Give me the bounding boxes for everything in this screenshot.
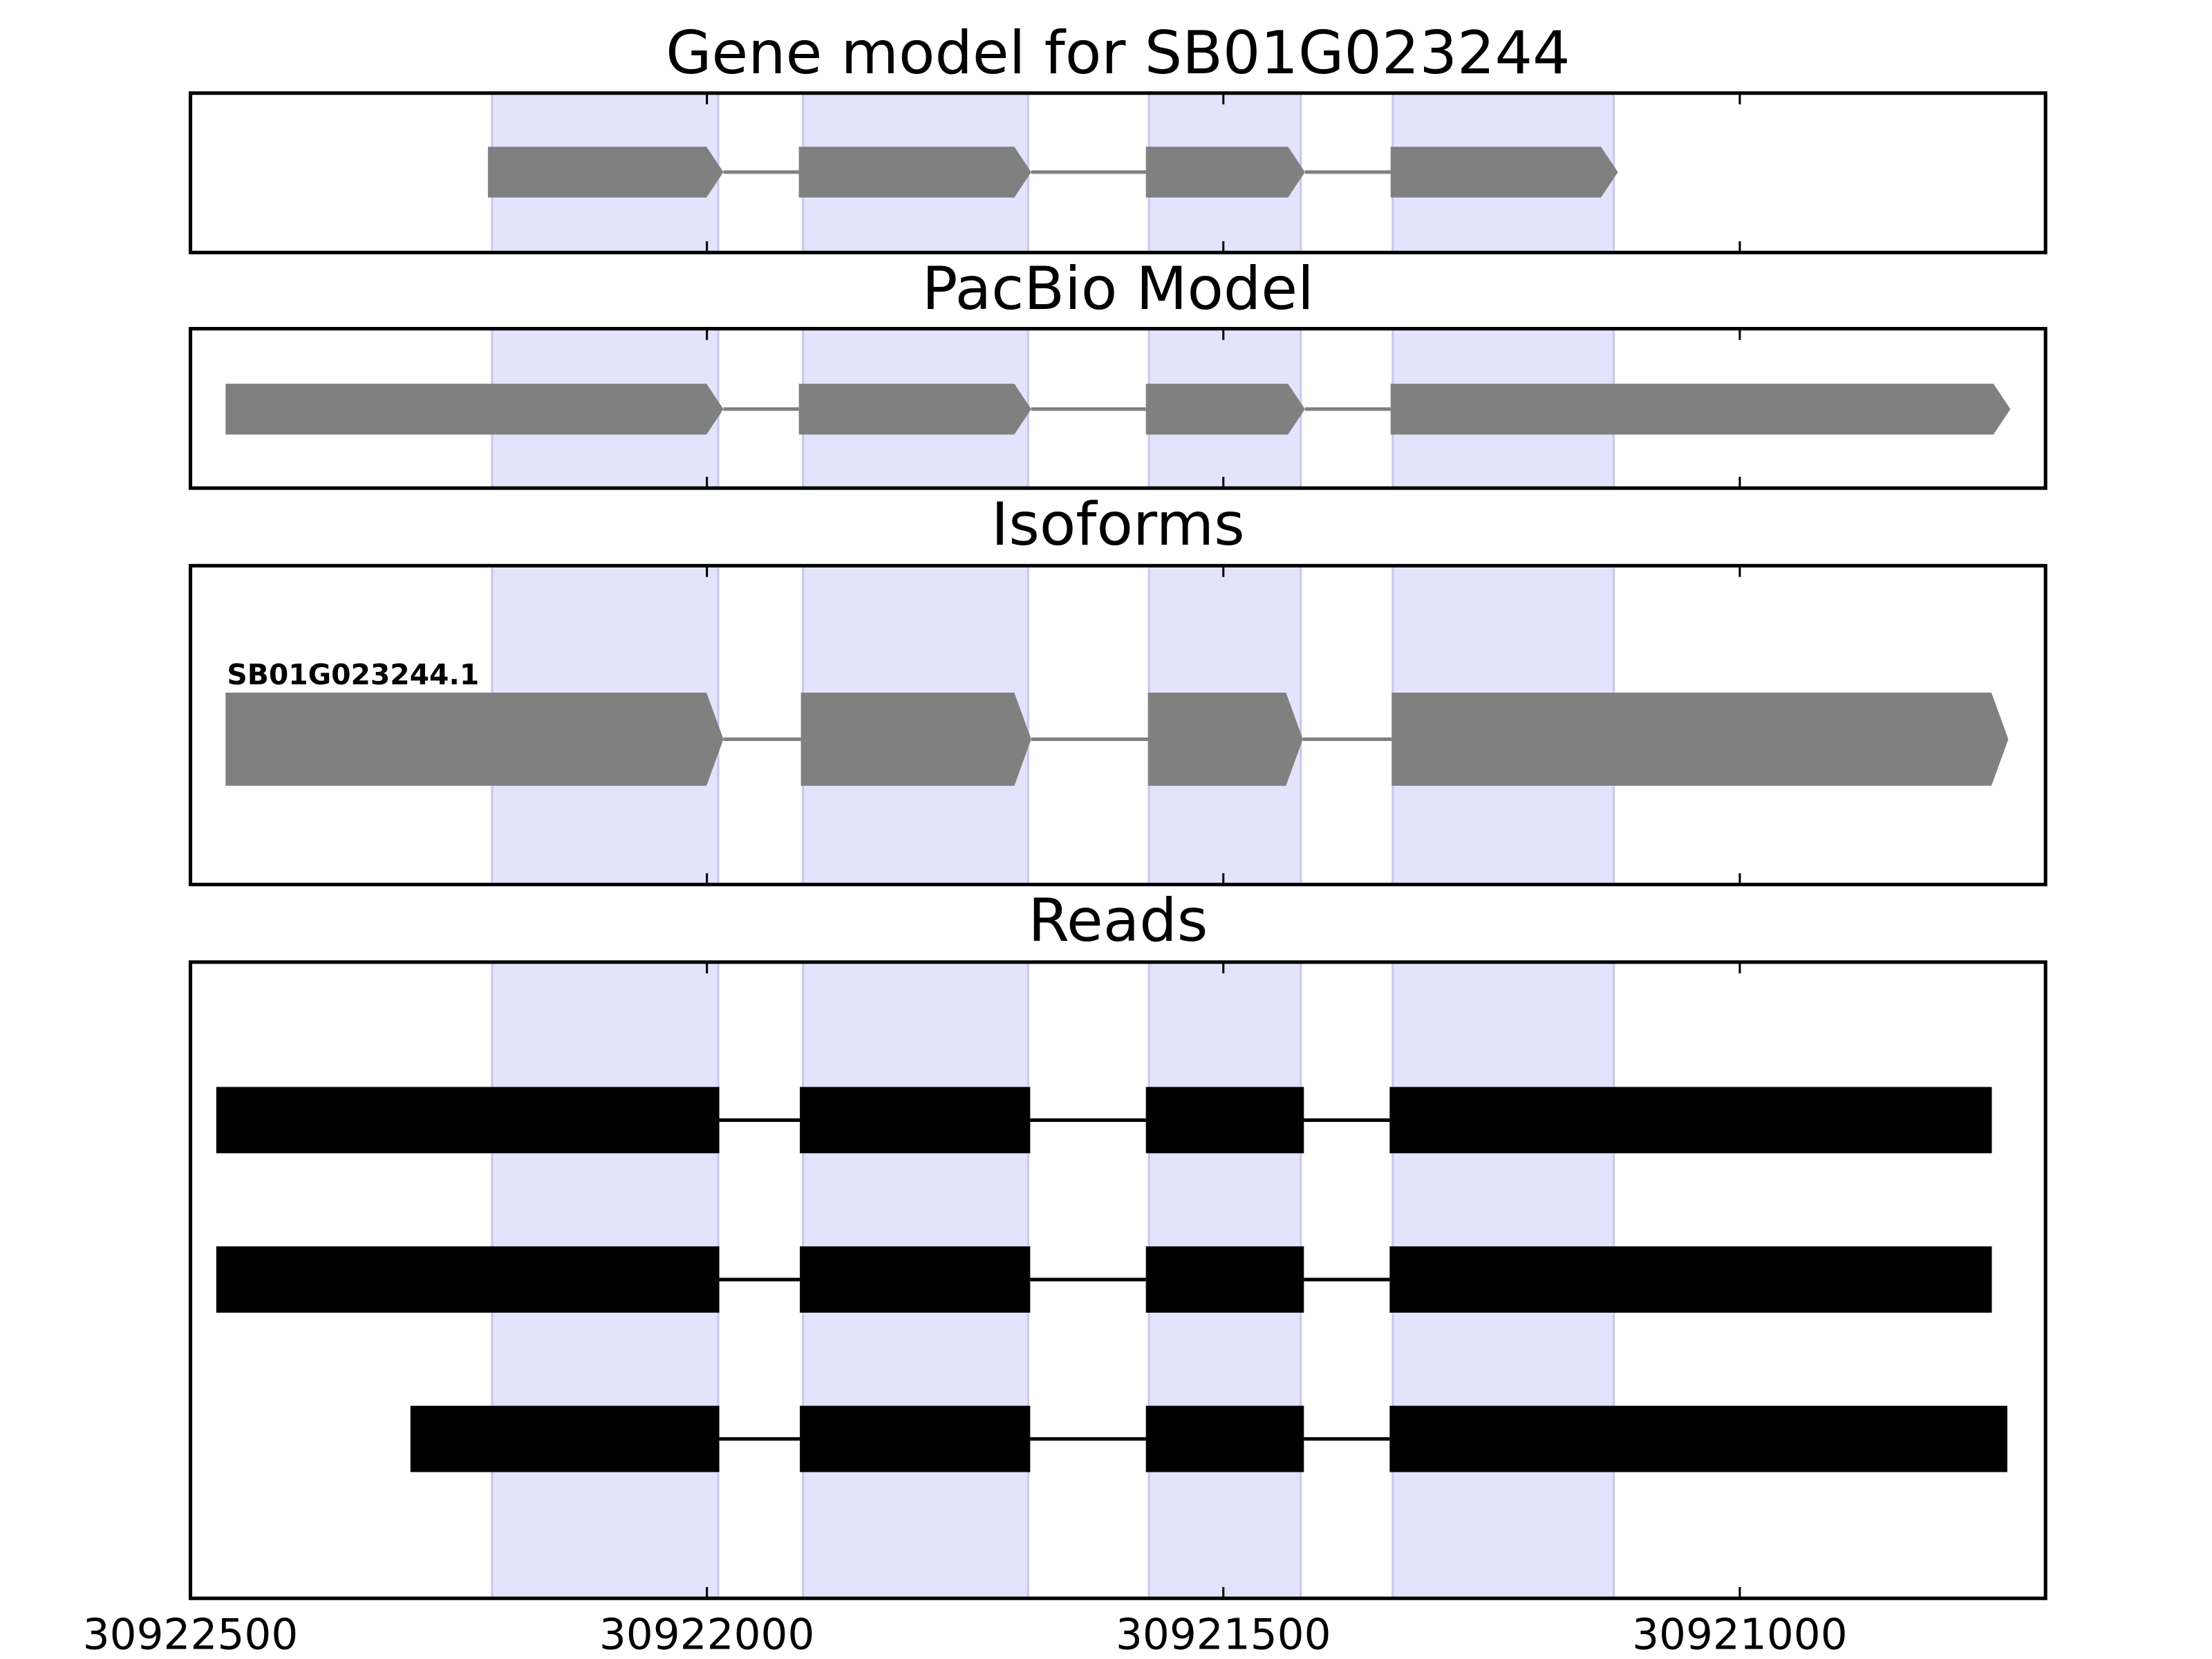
exon [798, 147, 1031, 198]
x-tick-label: 30922000 [599, 1611, 815, 1659]
exon [1390, 384, 2011, 435]
x-tick-label: 30921000 [1632, 1611, 1848, 1659]
exon [1389, 1087, 1992, 1154]
exon [1145, 147, 1305, 198]
feature-label: SB01G023244.1 [227, 658, 479, 691]
exon [800, 1405, 1031, 1472]
exon [410, 1405, 720, 1472]
exon [800, 693, 1031, 786]
panel-frame [188, 960, 2047, 1600]
x-tick-label: 30922500 [83, 1611, 299, 1659]
exon [225, 384, 724, 435]
exon [1145, 1246, 1304, 1313]
exon [216, 1087, 720, 1154]
exon [800, 1087, 1031, 1154]
panel-frame [188, 563, 2047, 887]
exon [798, 384, 1031, 435]
exon [487, 147, 724, 198]
exon [1145, 1087, 1304, 1154]
exon [1390, 147, 1618, 198]
panel-title: PacBio Model [922, 254, 1314, 324]
panel-title: Gene model for SB01G023244 [666, 19, 1570, 88]
panel-title: Isoforms [991, 490, 1245, 559]
exon [1389, 1246, 1992, 1313]
exon [1147, 693, 1303, 786]
panel-frame [188, 326, 2047, 490]
exon [1389, 1405, 2007, 1472]
exon [800, 1246, 1031, 1313]
exon [1145, 1405, 1304, 1472]
exon [225, 693, 724, 786]
x-tick-label: 30921500 [1116, 1611, 1331, 1659]
exon [1391, 693, 2009, 786]
panel-title: Reads [1028, 886, 1208, 955]
panel-frame [188, 91, 2047, 254]
exon [216, 1246, 720, 1313]
exon [1145, 384, 1305, 435]
